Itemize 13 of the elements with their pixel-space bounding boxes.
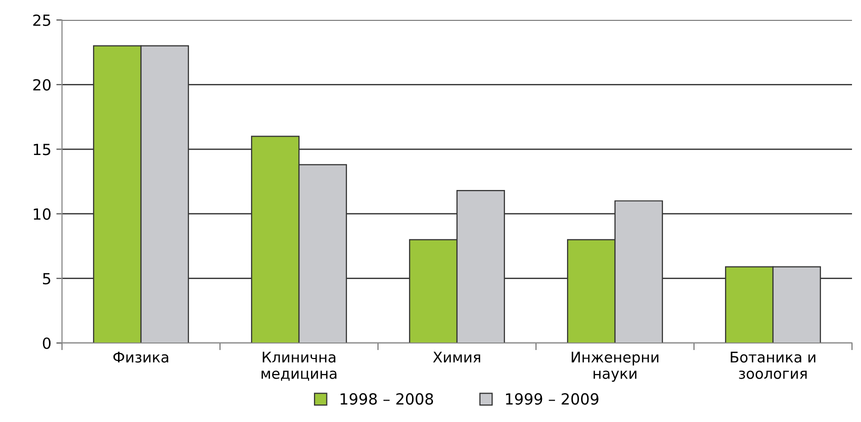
- y-tick-label: 20: [33, 79, 51, 91]
- x-tick-label: Клинична медицина: [262, 352, 336, 381]
- y-tick-label: 5: [43, 273, 50, 284]
- y-tick-label: 25: [33, 14, 50, 26]
- y-tick-label: 0: [42, 337, 51, 350]
- x-tick-label: Физика: [113, 352, 168, 363]
- x-tick-label: Ботаника и зоология: [730, 352, 816, 379]
- y-tick-label: 10: [34, 208, 51, 220]
- x-tick-label: Химия: [433, 352, 480, 362]
- y-tick-label: 15: [34, 144, 50, 156]
- legend-label: 1999 – 2009: [506, 393, 598, 405]
- x-tick-label: Инженерни науки: [572, 352, 658, 382]
- legend-label: 1998 – 2008: [340, 393, 434, 405]
